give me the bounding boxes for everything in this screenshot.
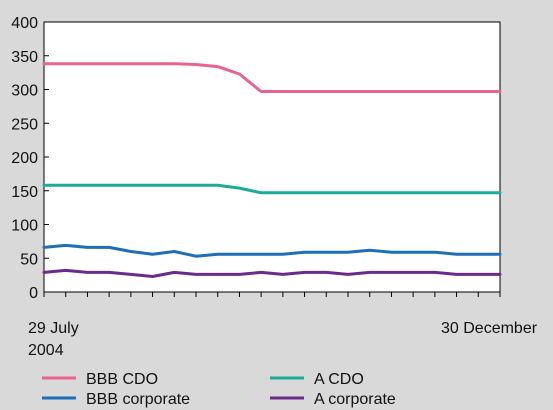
legend-label: BBB corporate	[86, 391, 190, 408]
legend-item: BBB corporate	[42, 391, 190, 408]
plot-area	[43, 21, 501, 293]
x-tick-label-line: 2004	[28, 342, 64, 359]
y-axis: 0 50 100 150 200 250 300 350 400	[11, 15, 49, 302]
y-tick-label: 0	[29, 285, 38, 302]
legend-label: A CDO	[314, 371, 364, 388]
legend: BBB CDO A CDO BBB corporate A corporate	[42, 371, 396, 408]
y-tick-label: 300	[11, 83, 38, 100]
series-lines	[42, 62, 502, 278]
legend-item: BBB CDO	[42, 371, 158, 388]
x-tick-label-end: 30 December	[441, 320, 538, 337]
legend-label: BBB CDO	[86, 371, 158, 388]
y-tick-label: 350	[11, 49, 38, 66]
y-tick-label: 50	[20, 251, 38, 268]
x-tick-label-line: 29 July	[28, 320, 79, 337]
legend-item: A corporate	[270, 391, 396, 408]
y-tick-label: 100	[11, 218, 38, 235]
legend-item: A CDO	[270, 371, 364, 388]
series-line-a-cdo	[42, 183, 502, 195]
series-line-bbb-corporate	[42, 243, 502, 258]
y-tick-label: 400	[11, 15, 38, 32]
x-axis: 29 July 2004 30 December	[28, 292, 538, 359]
series-line-a-corporate	[42, 268, 502, 278]
y-tick-label: 200	[11, 150, 38, 167]
x-tick-label-start: 29 July 2004	[28, 320, 79, 359]
y-tick-label: 150	[11, 184, 38, 201]
series-line-bbb-cdo	[42, 62, 502, 93]
legend-label: A corporate	[314, 391, 396, 408]
y-tick-label: 250	[11, 116, 38, 133]
